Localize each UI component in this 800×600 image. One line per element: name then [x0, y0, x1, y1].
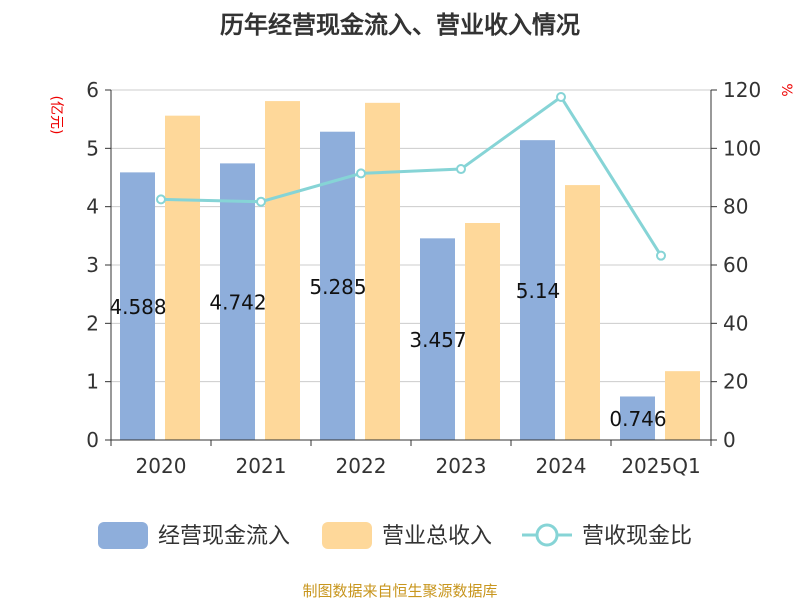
revenue-bar [265, 101, 300, 440]
cash-inflow-bar [220, 163, 255, 440]
ratio-point [256, 196, 266, 207]
right-tick-label: 20 [723, 370, 748, 394]
cash-inflow-bar [520, 140, 555, 440]
left-tick-label: 5 [86, 136, 99, 160]
legend-marker [535, 523, 559, 547]
right-tick-label: 0 [723, 428, 736, 452]
legend: 经营现金流入 营业总收入 营收现金比 [98, 522, 692, 549]
revenue-bar [165, 115, 200, 441]
footer-source: 制图数据来自恒生聚源数据库 [302, 582, 497, 600]
x-tick-label: 2025Q1 [621, 454, 700, 478]
cash-inflow-data-label: 5.285 [309, 275, 366, 299]
revenue-bar [565, 185, 600, 440]
chart-title: 历年经营现金流入、营业收入情况 [220, 11, 580, 39]
ratio-point [556, 92, 566, 102]
left-tick-label: 3 [86, 253, 99, 277]
left-tick-label: 1 [86, 370, 99, 394]
revenue-bar [665, 371, 700, 440]
left-axis-label: (亿元) [48, 96, 64, 135]
cash-inflow-data-label: 0.746 [609, 407, 666, 431]
x-tick-label: 2024 [536, 454, 587, 478]
cash-inflow-bar [420, 238, 455, 440]
right-tick-label: 60 [723, 253, 748, 277]
revenue-bar [365, 102, 400, 440]
x-tick-label: 2023 [436, 454, 487, 478]
x-tick-label: 2020 [136, 454, 187, 478]
right-tick-label: 40 [723, 311, 748, 335]
ratio-point [656, 250, 666, 261]
cash-inflow-bar [120, 172, 155, 440]
left-tick-label: 2 [86, 311, 99, 335]
legend-label: 营业总收入 [382, 524, 492, 549]
right-tick-label: 80 [723, 195, 748, 219]
legend-swatch [98, 522, 148, 549]
right-tick-label: 120 [723, 78, 761, 102]
ratio-point [356, 168, 366, 179]
cash-inflow-data-label: 4.742 [209, 291, 266, 315]
ratio-point [456, 164, 466, 175]
right-tick-label: 100 [723, 136, 761, 160]
left-tick-label: 6 [86, 78, 99, 102]
cash-inflow-data-label: 5.14 [516, 279, 561, 303]
cash-inflow-data-label: 3.457 [409, 328, 466, 352]
legend-label: 经营现金流入 [158, 524, 290, 549]
cash-inflow-data-label: 4.588 [109, 295, 166, 319]
right-axis-label: % [778, 83, 794, 96]
revenue-bar [465, 223, 500, 440]
legend-label: 营收现金比 [582, 524, 692, 549]
legend-swatch [322, 522, 372, 549]
ratio-line [160, 94, 663, 257]
x-tick-label: 2021 [236, 454, 287, 478]
left-tick-label: 0 [86, 428, 99, 452]
x-tick-label: 2022 [336, 454, 387, 478]
cash-inflow-bar [620, 396, 655, 440]
left-tick-label: 4 [86, 195, 99, 219]
ratio-point [156, 194, 166, 205]
